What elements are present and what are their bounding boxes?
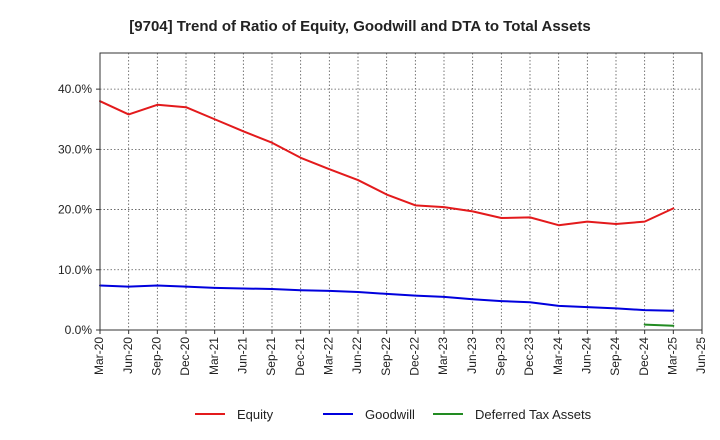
chart-title: [9704] Trend of Ratio of Equity, Goodwil… <box>129 18 590 35</box>
x-tick-label: Sep-21 <box>264 337 278 376</box>
series-line-equity <box>99 100 675 227</box>
x-tick-label: Sep-24 <box>608 337 622 376</box>
series-line-goodwill <box>99 284 675 312</box>
x-tick-label: Jun-22 <box>350 337 364 374</box>
x-tick-label: Dec-22 <box>408 337 422 376</box>
legend-label-equity: Equity <box>237 407 274 422</box>
x-tick-label: Jun-24 <box>580 337 594 374</box>
x-tick-label: Mar-22 <box>322 337 336 375</box>
x-tick-label: Sep-23 <box>494 337 508 376</box>
y-tick-label: 30.0% <box>58 142 92 156</box>
y-axis-ticks: 0.0% 10.0% 20.0% 30.0% 40.0% <box>58 82 100 337</box>
x-tick-label: Mar-25 <box>666 337 680 375</box>
series-layer <box>99 100 675 327</box>
x-tick-label: Mar-21 <box>207 337 221 375</box>
y-tick-label: 0.0% <box>65 323 93 337</box>
x-tick-label: Mar-23 <box>436 337 450 375</box>
legend-label-goodwill: Goodwill <box>365 407 415 422</box>
y-tick-label: 40.0% <box>58 82 92 96</box>
x-tick-label: Jun-21 <box>236 337 250 374</box>
y-tick-label: 20.0% <box>58 203 92 217</box>
x-tick-label: Mar-20 <box>92 337 106 375</box>
grid-layer <box>100 53 702 330</box>
x-tick-label: Dec-23 <box>522 337 536 376</box>
x-tick-label: Jun-23 <box>465 337 479 374</box>
series-line-deferred-tax-assets <box>643 323 675 327</box>
x-tick-label: Dec-21 <box>293 337 307 376</box>
legend-label-deferred-tax-assets: Deferred Tax Assets <box>475 407 592 422</box>
y-tick-label: 10.0% <box>58 263 92 277</box>
x-tick-label: Jun-25 <box>694 337 708 374</box>
x-axis-ticks: Mar-20 Jun-20 Sep-20 Dec-20 Mar-21 Jun-21 Sep-… <box>92 330 708 376</box>
x-tick-label: Dec-24 <box>637 337 651 376</box>
x-tick-label: Sep-22 <box>379 337 393 376</box>
x-tick-label: Sep-20 <box>150 337 164 376</box>
legend: Equity Goodwill Deferred Tax Assets <box>195 407 592 422</box>
plot-frame <box>99 52 703 331</box>
x-tick-label: Mar-24 <box>551 337 565 375</box>
x-tick-label: Jun-20 <box>121 337 135 374</box>
x-tick-label: Dec-20 <box>178 337 192 376</box>
